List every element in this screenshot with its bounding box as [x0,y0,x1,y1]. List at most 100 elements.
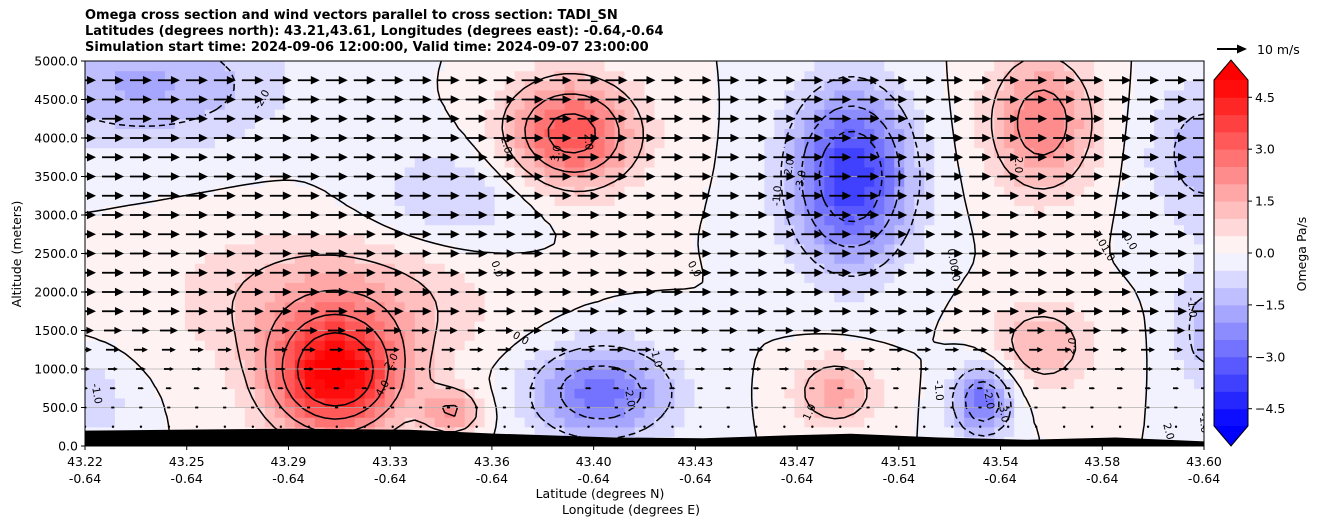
omega-cell [494,378,506,389]
omega-cell [604,157,616,168]
omega-cell [804,195,815,206]
omega-cell [424,417,436,428]
omega-cell [894,205,905,216]
omega-cell [1004,282,1015,293]
omega-cell [1074,349,1085,360]
omega-cell [384,369,396,380]
omega-cell [574,330,586,341]
omega-cell [824,147,835,158]
omega-cell [1024,195,1035,206]
omega-cell [804,118,815,129]
omega-cell [734,369,746,380]
omega-cell [734,282,746,293]
omega-cell [894,417,905,428]
omega-cell [494,138,506,149]
wind-vector [605,307,628,316]
wind-vector [1174,425,1178,428]
omega-cell [514,80,526,91]
omega-cell [534,426,546,437]
omega-cell [774,224,785,235]
omega-cell [404,253,416,264]
omega-cell [334,349,346,360]
omega-cell [914,359,925,370]
omega-cell [264,80,276,91]
omega-cell [944,282,955,293]
omega-cell [114,205,126,216]
omega-cell [664,109,676,120]
omega-cell [444,215,456,226]
omega-cell [864,340,875,351]
omega-cell [724,118,736,129]
omega-cell [904,388,915,399]
omega-cell [1074,186,1085,197]
omega-cell [1184,292,1195,303]
omega-cell [1144,349,1155,360]
omega-cell [1034,397,1045,409]
omega-cell [874,215,885,226]
omega-cell [794,80,805,91]
omega-cell [894,272,905,283]
omega-cell [564,397,576,409]
omega-cell [834,215,845,226]
omega-cell [564,426,576,437]
wind-vector [1118,406,1122,409]
omega-cell [434,70,446,81]
omega-cell [204,61,216,72]
omega-cell [134,99,146,110]
wind-vector [501,387,508,390]
wind-vector [335,425,338,428]
contour-line [264,89,1068,434]
omega-cell [1044,397,1055,409]
omega-cell [464,147,476,158]
omega-cell [194,320,206,332]
omega-cell [1024,349,1035,360]
omega-cell [954,263,965,274]
omega-cell [224,311,236,322]
omega-cell [924,330,935,341]
omega-cell [144,99,156,110]
omega-cell [1114,292,1125,303]
omega-cell [854,195,865,206]
omega-cell [94,176,106,187]
wind-vector [241,268,264,277]
wind-vector [1146,425,1150,428]
wind-vector [493,268,516,277]
omega-cell [604,263,616,274]
omega-cell [494,426,506,437]
omega-cell [344,407,356,418]
omega-cell [1194,340,1204,351]
wind-vector [1090,425,1094,428]
omega-cell [994,311,1005,322]
wind-vector [409,230,432,239]
omega-cell [294,349,306,360]
omega-cell [834,118,845,129]
wind-vector [129,307,152,316]
omega-cell [384,99,396,110]
omega-cell [584,311,596,322]
omega-cell [594,138,606,149]
omega-cell [604,378,616,389]
omega-cell [334,407,346,418]
omega-cell [354,359,366,370]
omega-cell [234,61,246,72]
omega-cell [754,292,765,303]
wind-vector [163,367,174,371]
omega-cell [434,147,446,158]
omega-cell [404,205,416,216]
omega-cell [274,311,286,322]
omega-cell [504,292,516,303]
omega-cell [1164,243,1175,255]
omega-cell [1144,157,1155,168]
omega-cell [624,397,636,409]
omega-cell [124,166,136,178]
omega-cell [124,359,136,370]
omega-cell [424,263,436,274]
omega-cell [794,224,805,235]
omega-cell [634,320,646,332]
omega-cell [454,311,466,322]
omega-cell [874,349,885,360]
wind-vector [717,249,740,258]
omega-cell [144,359,156,370]
omega-cell [394,109,406,120]
omega-cell [114,340,126,351]
